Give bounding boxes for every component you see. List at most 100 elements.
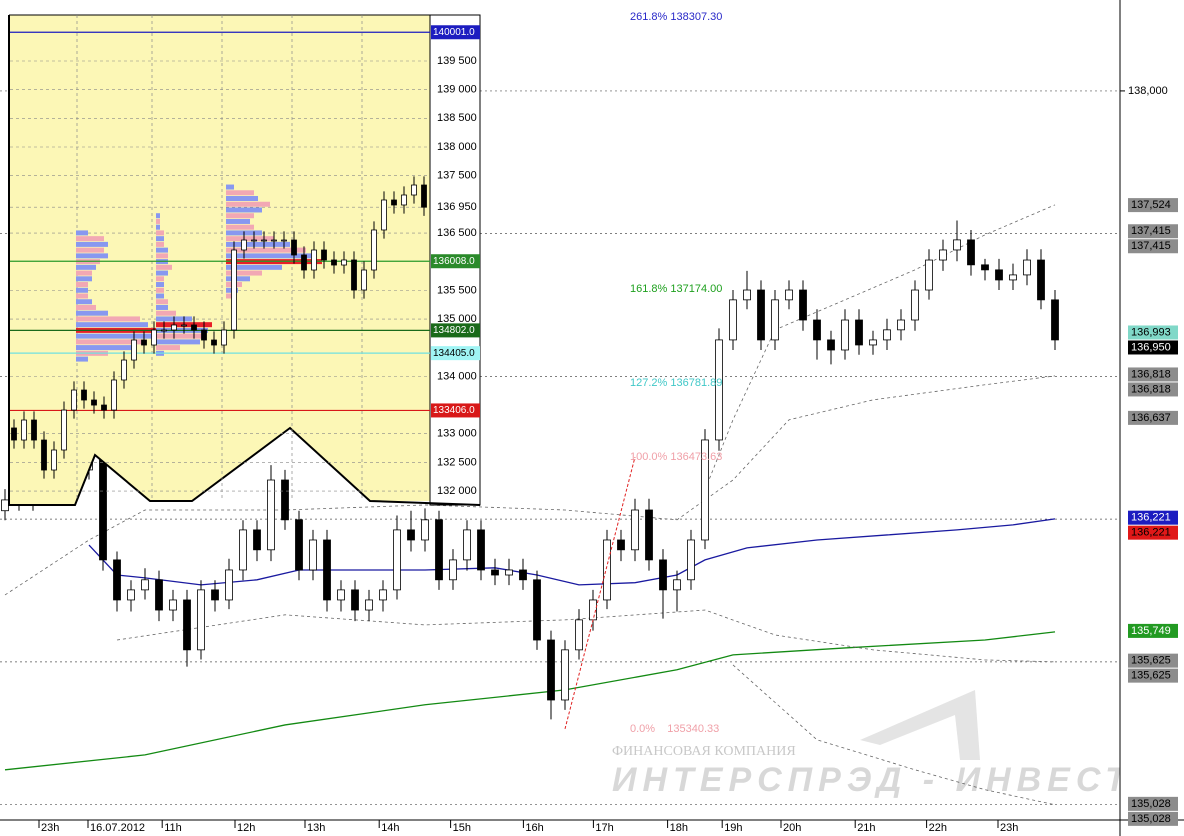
inset-tick-label: 137 500: [437, 170, 477, 182]
inset-background: [9, 15, 430, 505]
candle-body: [311, 249, 317, 271]
candle-body: [99, 459, 107, 561]
inset-tick-label: 133 000: [437, 428, 477, 440]
candle-body: [645, 509, 653, 561]
candle-body: [533, 579, 541, 641]
candle-body: [91, 399, 97, 406]
profile-bar: [226, 190, 254, 196]
inset-level-box: [431, 323, 480, 338]
price-box-label: 136,993: [1131, 326, 1171, 338]
candle-body: [295, 519, 303, 571]
profile-bar: [76, 264, 96, 270]
candle-body: [111, 379, 117, 411]
candle-body: [181, 324, 187, 327]
profile-bar: [76, 282, 88, 288]
indicator-line: [4, 631, 1056, 771]
profile-bar: [156, 333, 204, 339]
candle-body: [449, 559, 457, 581]
price-box-label: 135,028: [1131, 798, 1171, 810]
price-box-label: 136,950: [1131, 341, 1171, 353]
x-tick-label: 12h: [237, 822, 255, 834]
fib-line: [564, 456, 636, 730]
candle-body: [785, 289, 793, 301]
profile-bar: [156, 282, 164, 288]
candle-body: [411, 184, 417, 196]
candle-body: [491, 569, 499, 576]
candle-body: [309, 539, 317, 571]
watermark-line2: ИНТЕРСПРЭД - ИНВЕСТ: [612, 761, 1132, 799]
profile-bar: [156, 287, 164, 293]
candle-body: [561, 649, 569, 701]
profile-bar: [156, 276, 164, 282]
profile-bar: [76, 287, 88, 293]
profile-bar: [76, 230, 88, 236]
fib-label: 100.0% 136473.63: [630, 451, 722, 463]
candle-body: [127, 589, 135, 601]
profile-bar: [226, 241, 290, 247]
profile-bar: [76, 247, 104, 253]
candle-body: [251, 239, 257, 242]
inset-level-label: 134802.0: [433, 325, 475, 336]
profile-bar: [76, 356, 88, 362]
candle-body: [365, 599, 373, 611]
candle-body: [351, 259, 357, 291]
candle-body: [407, 529, 415, 541]
profile-bar: [226, 201, 270, 207]
profile-bar: [156, 224, 160, 230]
x-tick-label: 11h: [164, 822, 182, 834]
price-box: [1128, 382, 1178, 397]
profile-bar: [156, 264, 172, 270]
inset-border: [9, 14, 431, 501]
candle-body: [155, 579, 163, 611]
profile-bar: [76, 299, 92, 305]
candle-body: [267, 479, 275, 551]
candle-body: [61, 409, 67, 451]
candle-body: [631, 509, 639, 551]
price-box-label: 137,524: [1131, 199, 1171, 211]
candle-body: [183, 599, 191, 651]
candle-body: [341, 259, 347, 266]
candle-body: [21, 419, 27, 441]
candle-body: [421, 184, 427, 208]
candle-body: [391, 199, 397, 206]
profile-bar: [76, 316, 140, 322]
profile-bar: [226, 270, 262, 276]
price-box-label: 135,749: [1131, 625, 1171, 637]
profile-bar: [226, 253, 314, 259]
price-box-label: 135,625: [1131, 670, 1171, 682]
candle-body: [71, 389, 77, 411]
inset-level-box: [431, 403, 480, 418]
fib-label: 161.8% 137174.00: [630, 283, 722, 295]
x-tick-label: 21h: [857, 822, 875, 834]
inset-level-label: 134405.0: [433, 348, 475, 359]
price-box: [1128, 367, 1178, 382]
inset-tick-label: 134 000: [437, 370, 477, 382]
indicator-line: [88, 518, 1056, 586]
inset-tick-label: 136 500: [437, 227, 477, 239]
candle-body: [379, 589, 387, 601]
profile-bar: [76, 253, 108, 259]
candle-body: [617, 539, 625, 551]
profile-bar: [226, 293, 234, 299]
price-box-label: 137,415: [1131, 240, 1171, 252]
candle-body: [151, 329, 157, 346]
candle-body: [11, 427, 17, 441]
candle-body: [659, 559, 667, 591]
inset-level-label: 140001.0: [433, 27, 475, 38]
x-tick-label: 20h: [783, 822, 801, 834]
watermark-logo: [860, 690, 980, 760]
profile-bar: [156, 236, 164, 242]
profile-bar: [226, 247, 306, 253]
profile-bar: [76, 270, 92, 276]
candle-body: [883, 329, 891, 341]
candle-body: [743, 289, 751, 301]
fib-label: 261.8% 138307.30: [630, 11, 722, 23]
candle-body: [1009, 274, 1017, 281]
watermark: ФИНАНСОВАЯ КОМПАНИЯ ИНТЕРСПРЭД - ИНВЕСТ: [612, 690, 1132, 799]
profile-bar: [226, 236, 274, 242]
profile-bar: [226, 196, 258, 202]
profile-bar: [156, 247, 168, 253]
profile-bar: [156, 299, 168, 305]
candle-body: [1, 499, 9, 512]
fib-label: 0.0% 135340.33: [630, 723, 719, 735]
